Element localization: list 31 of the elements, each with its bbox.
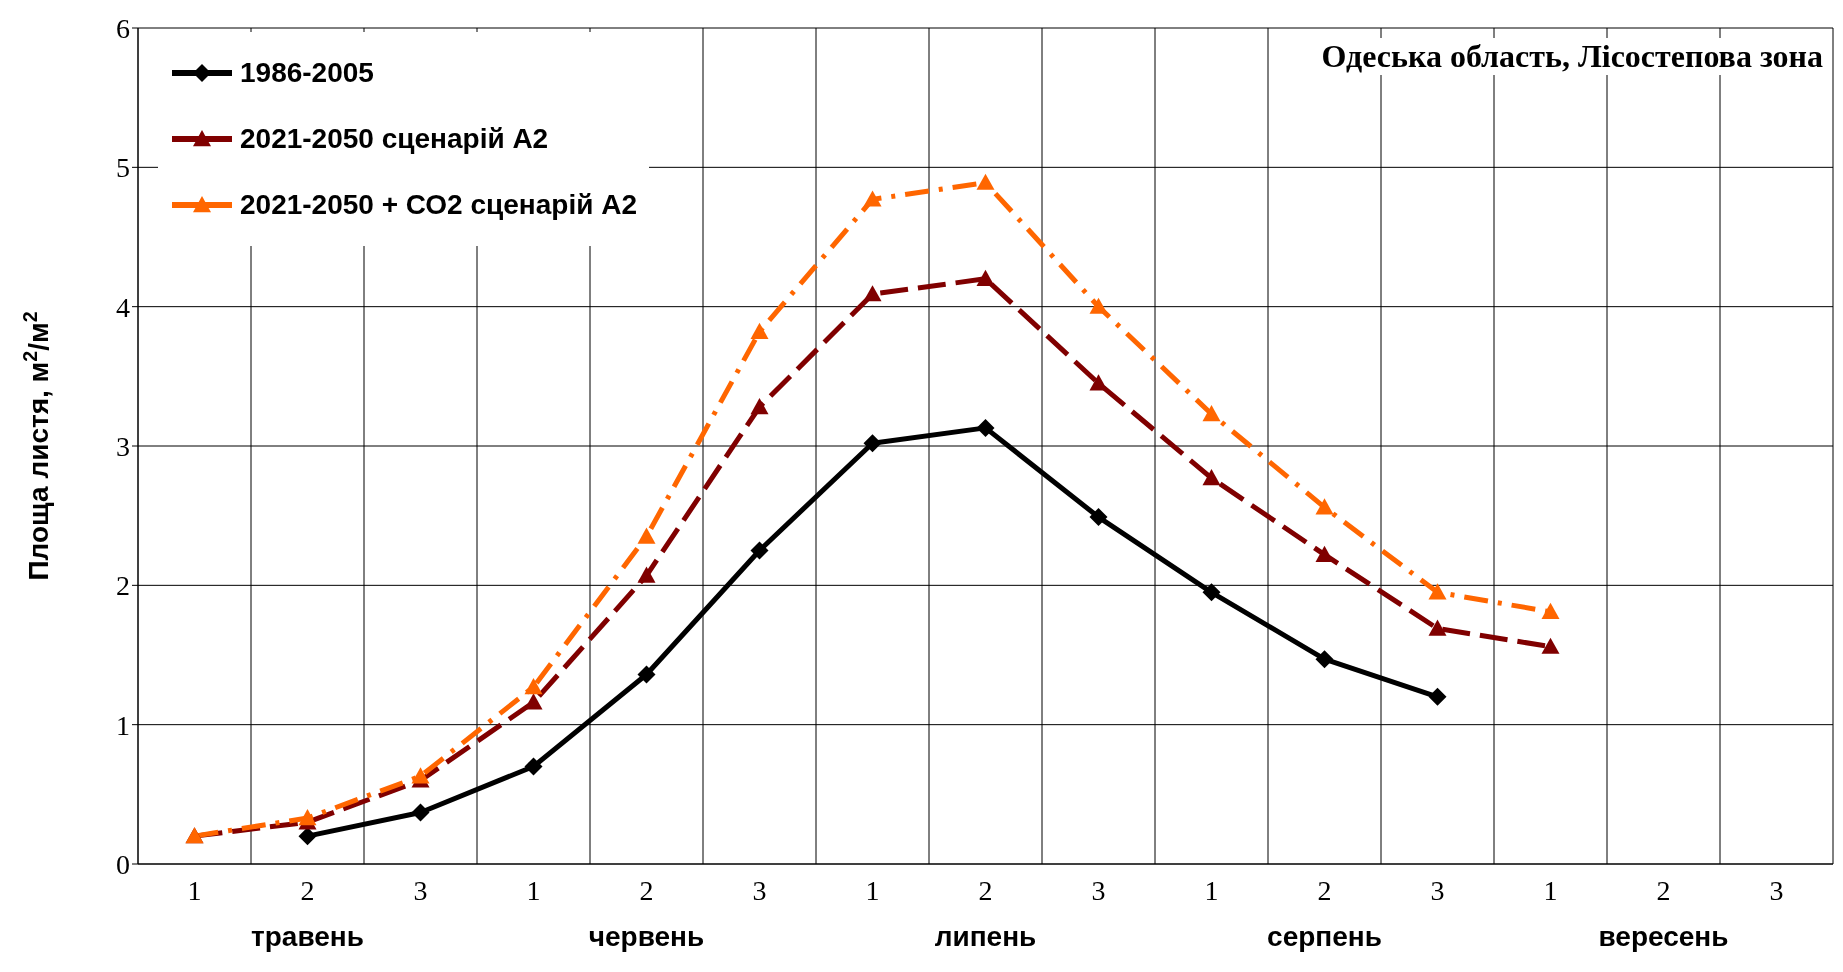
y-tick-label: 2 (116, 570, 130, 602)
x-tick-label: 2 (1656, 875, 1671, 906)
y-tick-label: 6 (116, 12, 130, 44)
x-tick-label: 3 (1091, 875, 1106, 906)
x-tick-label: 1 (187, 875, 202, 906)
text: вересень (1598, 921, 1729, 952)
x-tick-label: 1 (526, 875, 541, 906)
legend-label: 2021-2050 + СО2 сценарій А2 (240, 189, 637, 221)
legend-label: 1986-2005 (240, 57, 374, 89)
y-tick-label: 3 (116, 430, 130, 462)
x-tick-label: 2 (1317, 875, 1332, 906)
x-tick-label: 3 (752, 875, 767, 906)
y-tick-label: 4 (116, 291, 130, 323)
x-tick-label: 3 (1769, 875, 1784, 906)
y-tick-label: 0 (116, 848, 130, 880)
text: серпень (1267, 921, 1382, 952)
text: липень (934, 921, 1037, 952)
chart-title: Одеська область, Лісостепова зона (1321, 38, 1823, 75)
x-tick-label: 1 (1204, 875, 1219, 906)
x-tick-label: 2 (978, 875, 993, 906)
x-tick-label: 3 (1430, 875, 1445, 906)
legend-label: 2021-2050 сценарій А2 (240, 123, 549, 155)
text: червень (588, 921, 705, 952)
y-tick-label: 1 (116, 709, 130, 741)
text: травень (251, 921, 364, 952)
y-tick-label: 5 (116, 152, 130, 184)
x-tick-label: 3 (413, 875, 428, 906)
x-tick-label: 2 (300, 875, 315, 906)
x-tick-label: 1 (865, 875, 880, 906)
x-tick-label: 1 (1543, 875, 1558, 906)
x-tick-label: 2 (639, 875, 654, 906)
